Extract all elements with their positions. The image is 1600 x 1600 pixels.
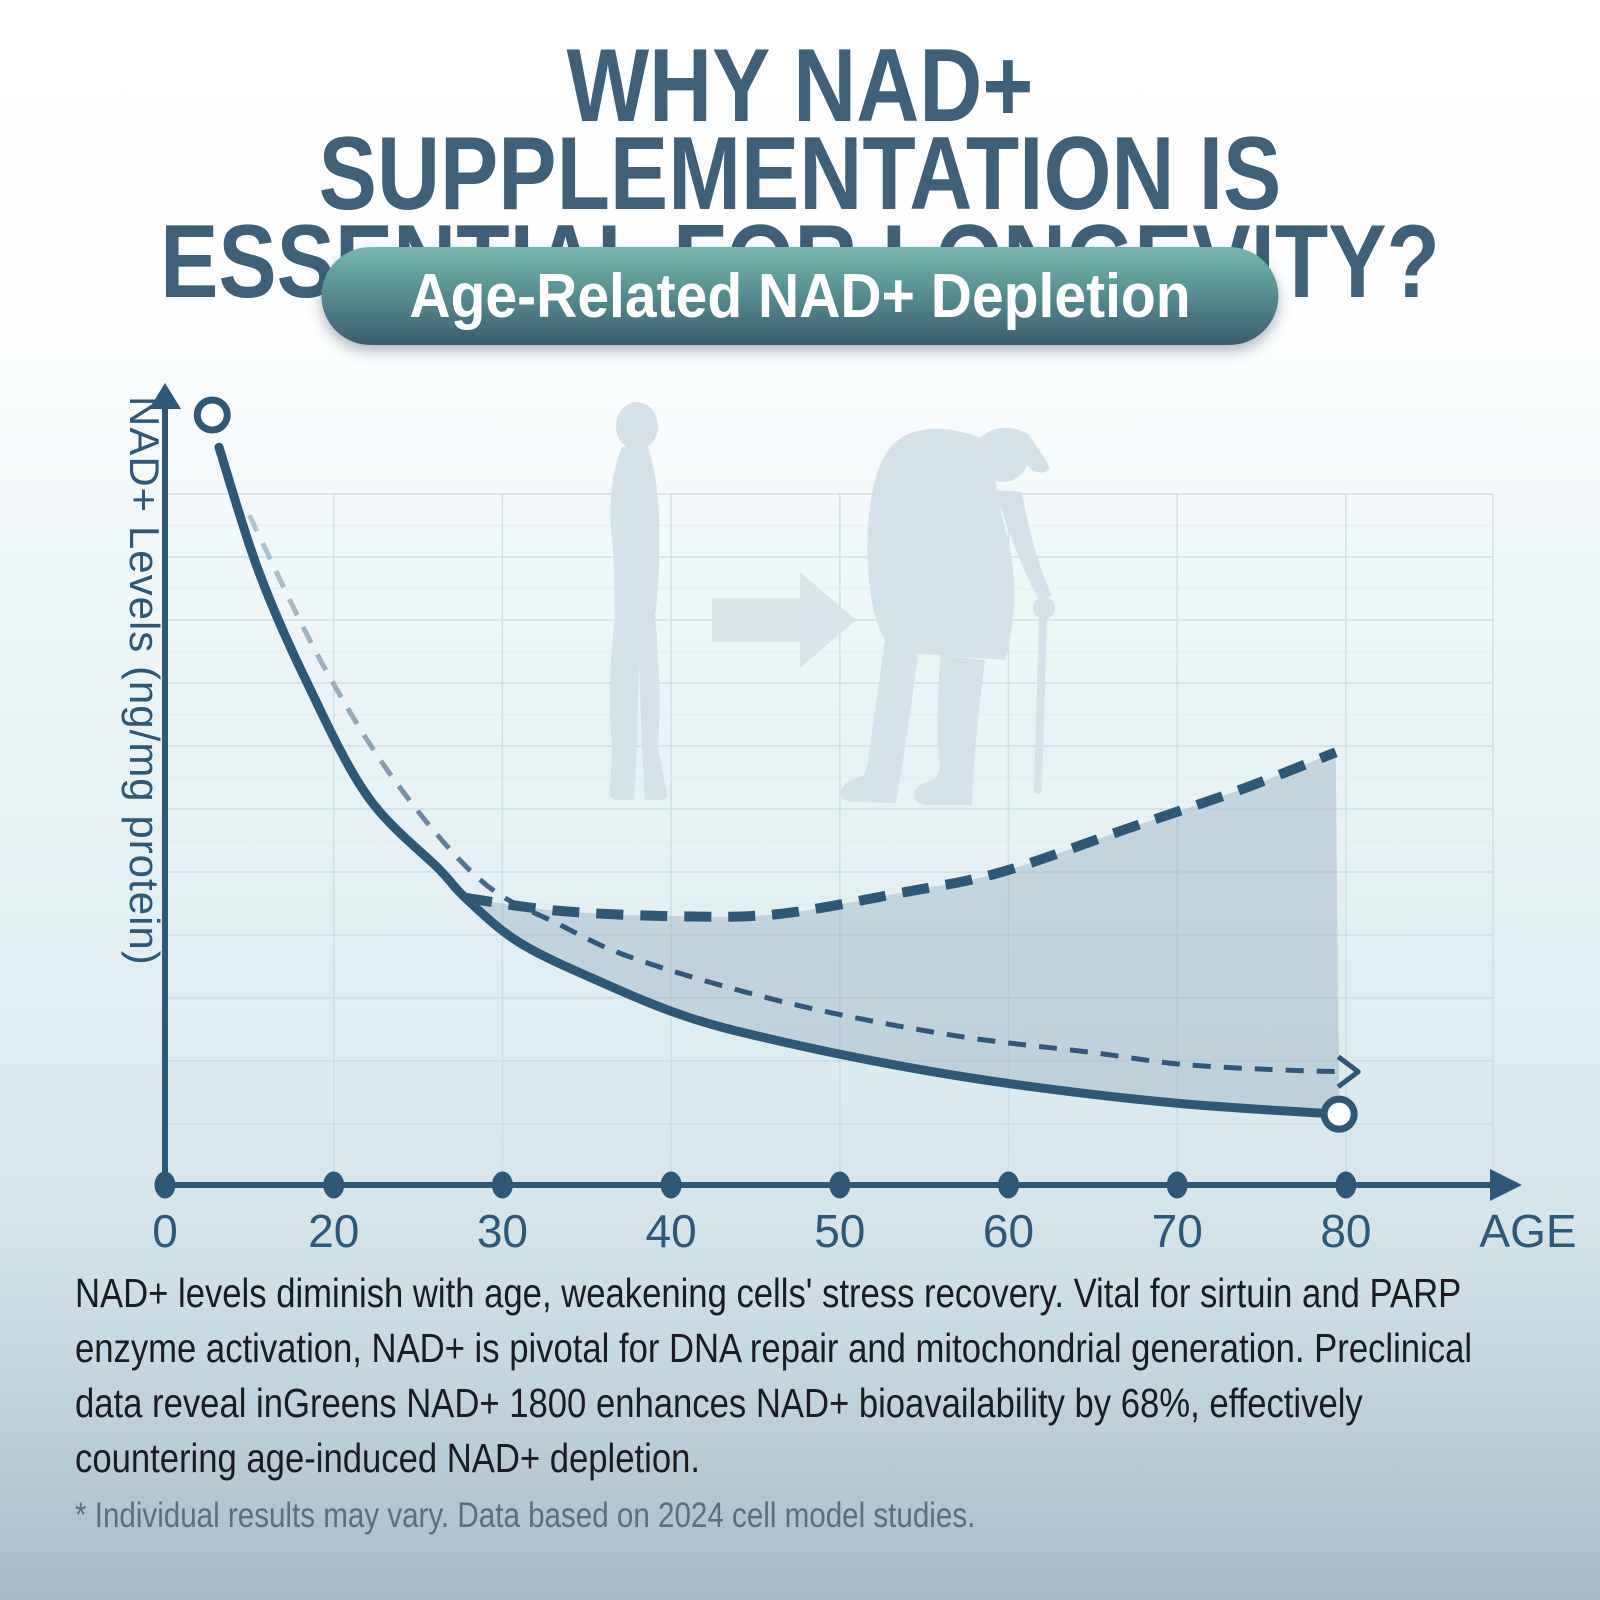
x-axis-arrowhead-icon: [1490, 1169, 1522, 1201]
x-axis-tick-dot: [1166, 1171, 1188, 1199]
subtitle-badge-label: Age-Related NAD+ Depletion: [409, 261, 1191, 331]
x-axis-tick-label: 70: [1152, 1205, 1203, 1257]
x-axis-tick-label: 80: [1320, 1205, 1371, 1257]
data-point-marker: [1320, 1095, 1358, 1133]
old-person-silhouette: [840, 427, 1055, 805]
x-axis-tick-label: 20: [308, 1205, 359, 1257]
x-axis-tick-dot: [829, 1171, 851, 1199]
x-axis-tick-label: 30: [477, 1205, 528, 1257]
x-axis-tick-label: 60: [983, 1205, 1034, 1257]
x-axis-tick-dot: [998, 1171, 1019, 1199]
chart-grid: [165, 493, 1494, 1185]
shaded-region-depletion-gap: [465, 752, 1340, 1115]
aging-arrow-icon: [712, 572, 856, 668]
curve-nad-supplementation-recovery: [464, 747, 1338, 922]
x-axis-tick-label: 0: [152, 1205, 178, 1257]
x-axis-tick-label: 40: [646, 1205, 697, 1257]
x-axis-title: AGE: [1479, 1205, 1576, 1257]
x-axis-tick-dot: [1335, 1171, 1357, 1199]
data-point-marker: [193, 396, 231, 434]
x-axis-tick-label: 50: [814, 1205, 865, 1257]
x-axis-tick-dot: [491, 1171, 513, 1199]
chart-plot: 0 20 30 40 50 60 70 80 AGE NAD+ Levels (ng/mg pro…: [121, 383, 1577, 1257]
x-axis-tick-dot: [660, 1171, 682, 1199]
young-person-silhouette: [609, 402, 668, 800]
footnote-text: * Individual results may vary. Data base…: [75, 1496, 976, 1535]
x-axis-tick-dot: [154, 1171, 176, 1199]
projection-arrowhead-icon: [1336, 1054, 1361, 1089]
curve-natural-nad-decline: [214, 442, 1344, 1119]
y-axis-title: NAD+ Levels (ng/mg protein): [121, 396, 168, 966]
subtitle-badge: Age-Related NAD+ Depletion: [321, 247, 1279, 345]
curve-continued-decline-projection: [247, 513, 1345, 1075]
x-axis-tick-dot: [323, 1171, 345, 1199]
cane-icon: [1034, 608, 1047, 794]
y-axis-arrowhead-icon: [149, 383, 181, 409]
description-text: NAD+ levels diminish with age, weakening…: [75, 1270, 1473, 1481]
title-line-1: WHY NAD+ SUPPLEMENTATION IS: [318, 28, 1282, 232]
